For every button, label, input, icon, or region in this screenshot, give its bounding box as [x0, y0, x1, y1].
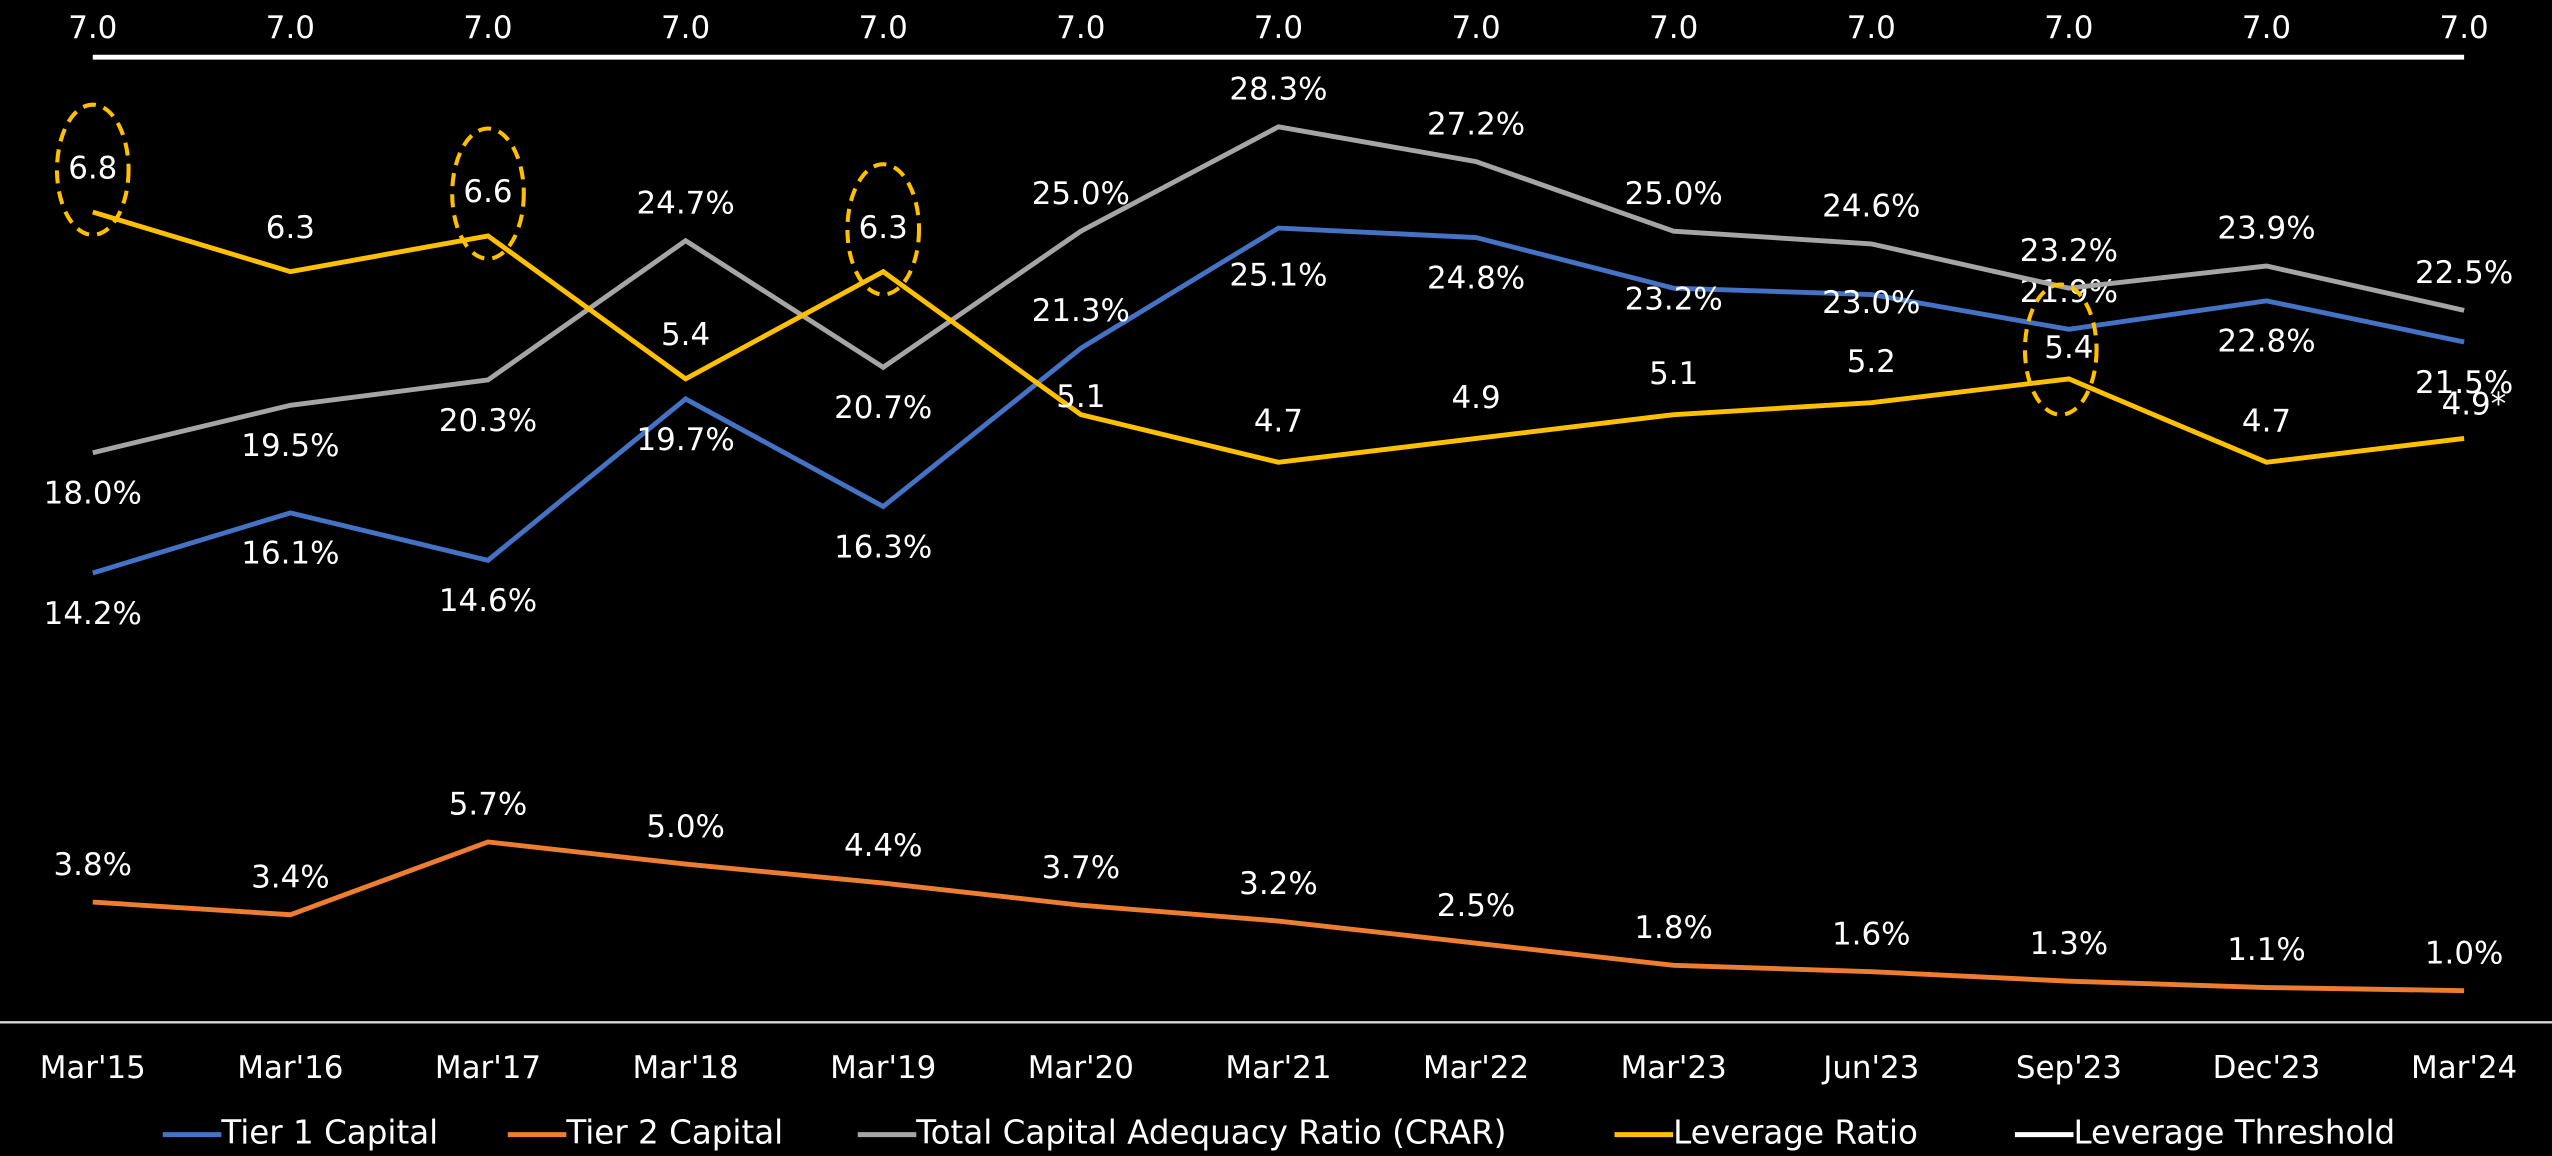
- highlight-ellipse: [845, 162, 922, 297]
- data-label: 23.2%: [2020, 233, 2118, 269]
- data-label: 4.7: [2242, 404, 2291, 440]
- data-label: 25.1%: [1229, 257, 1327, 293]
- data-label: 22.8%: [2217, 324, 2315, 360]
- data-label: 7.0: [463, 10, 512, 46]
- data-label: 6.6: [463, 174, 512, 210]
- legend-label: Tier 2 Capital: [565, 1114, 783, 1152]
- series-line: [92, 124, 2465, 456]
- data-label: 19.7%: [637, 422, 735, 458]
- data-label: 6.8: [68, 150, 117, 186]
- data-label: 1.0%: [2425, 935, 2504, 971]
- data-label: 23.9%: [2217, 211, 2315, 247]
- x-tick-label: Mar'17: [435, 1050, 541, 1086]
- data-label: 24.7%: [637, 185, 735, 221]
- x-tick-label: Mar'21: [1225, 1050, 1331, 1086]
- data-label: 7.0: [859, 10, 908, 46]
- x-tick-label: Mar'22: [1423, 1050, 1529, 1086]
- data-label: 27.2%: [1427, 106, 1525, 142]
- data-label: 4.9*: [2442, 386, 2507, 422]
- data-label: 5.4: [2044, 330, 2093, 366]
- data-label: 5.7%: [449, 787, 528, 823]
- data-label: 1.8%: [1634, 910, 1713, 946]
- legend-label: Leverage Ratio: [1673, 1114, 1918, 1152]
- data-label: 7.0: [1649, 10, 1698, 46]
- data-label: 4.4%: [844, 828, 923, 864]
- data-label: 7.0: [68, 10, 117, 46]
- x-tick-label: Mar'19: [830, 1050, 936, 1086]
- data-label: 20.3%: [439, 403, 537, 439]
- x-tick-label: Mar'24: [2411, 1050, 2517, 1086]
- data-label: 20.7%: [834, 390, 932, 426]
- data-label: 5.0%: [646, 809, 725, 845]
- data-label: 18.0%: [44, 476, 142, 512]
- series-line: [92, 839, 2465, 994]
- legend-label: Leverage Threshold: [2074, 1114, 2396, 1152]
- data-label: 22.5%: [2415, 255, 2513, 291]
- x-tick-label: Mar'18: [633, 1050, 739, 1086]
- x-tick-label: Mar'23: [1621, 1050, 1727, 1086]
- data-label: 19.5%: [241, 428, 339, 464]
- data-label: 3.7%: [1042, 850, 1121, 886]
- data-label: 3.8%: [54, 847, 133, 883]
- series-line: [92, 225, 2465, 576]
- data-label: 7.0: [1847, 10, 1896, 46]
- highlight-ellipse: [450, 126, 526, 261]
- series-line: [92, 209, 2465, 465]
- data-label: 3.4%: [251, 859, 330, 895]
- data-label: 5.1: [1649, 356, 1698, 392]
- data-label: 5.2: [1847, 344, 1896, 380]
- data-label: 24.6%: [1822, 189, 1920, 225]
- data-label: 16.3%: [834, 529, 932, 565]
- data-label: 21.5%: [2415, 365, 2513, 401]
- data-label: 23.0%: [1822, 285, 1920, 321]
- data-label: 16.1%: [241, 536, 339, 572]
- x-tick-label: Mar'15: [40, 1050, 146, 1086]
- data-label: 21.3%: [1032, 293, 1130, 329]
- data-label: 6.3: [859, 210, 908, 246]
- data-label: 5.1: [1056, 379, 1105, 415]
- x-tick-label: Sep'23: [2016, 1050, 2122, 1086]
- data-label: 7.0: [266, 10, 315, 46]
- data-label: 1.3%: [2030, 926, 2109, 962]
- data-label: 1.1%: [2227, 932, 2306, 968]
- data-label: 7.0: [661, 10, 710, 46]
- data-label: 5.4: [661, 317, 710, 353]
- data-label: 7.0: [2440, 10, 2489, 46]
- legend-label: Total Capital Adequacy Ratio (CRAR): [915, 1114, 1506, 1152]
- data-label: 24.8%: [1427, 260, 1525, 296]
- x-tick-label: Mar'20: [1028, 1050, 1134, 1086]
- x-tick-label: Mar'16: [237, 1050, 343, 1086]
- data-label: 7.0: [1254, 10, 1303, 46]
- data-label: 7.0: [1451, 10, 1500, 46]
- highlight-ellipse: [2022, 282, 2099, 417]
- data-label: 7.0: [1056, 10, 1105, 46]
- data-label: 6.3: [266, 210, 315, 246]
- legend-label: Tier 1 Capital: [220, 1114, 438, 1152]
- data-label: 23.2%: [1625, 282, 1723, 318]
- data-label: 4.9: [1451, 380, 1500, 416]
- data-label: 7.0: [2044, 10, 2093, 46]
- data-label: 14.2%: [44, 596, 142, 632]
- x-tick-label: Jun'23: [1821, 1050, 1919, 1086]
- data-label: 25.0%: [1625, 176, 1723, 212]
- data-label: 14.6%: [439, 583, 537, 619]
- highlight-ellipse: [54, 102, 131, 237]
- data-label: 1.6%: [1832, 916, 1911, 952]
- data-label: 28.3%: [1229, 71, 1327, 107]
- data-label: 2.5%: [1437, 888, 1516, 924]
- x-tick-label: Dec'23: [2213, 1050, 2321, 1086]
- data-label: 25.0%: [1032, 176, 1130, 212]
- data-label: 4.7: [1254, 404, 1303, 440]
- data-label: 7.0: [2242, 10, 2291, 46]
- data-label: 3.2%: [1239, 866, 1318, 902]
